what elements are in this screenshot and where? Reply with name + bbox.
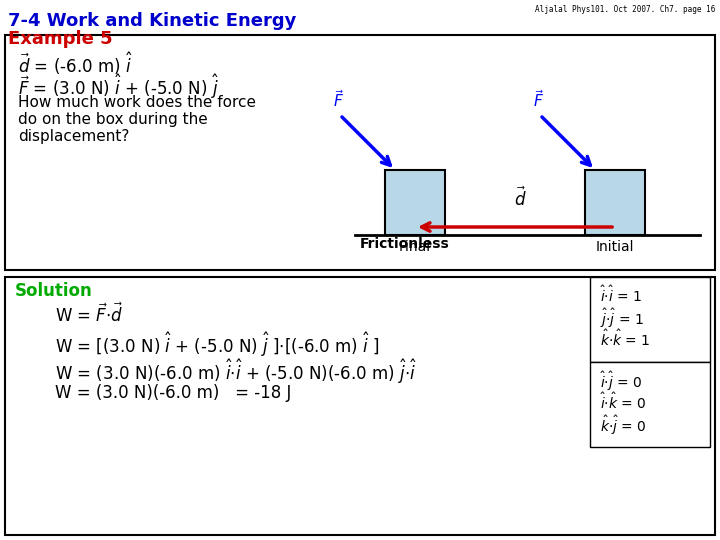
Text: 7-4 Work and Kinetic Energy: 7-4 Work and Kinetic Energy: [8, 12, 297, 30]
Bar: [5, 35, 715, 270]
Text: Final: Final: [399, 240, 431, 254]
Text: $\vec{F}$ = (3.0 N) $\hat{i}$ + (-5.0 N) $\hat{j}$: $\vec{F}$ = (3.0 N) $\hat{i}$ + (-5.0 N)…: [18, 72, 220, 100]
Text: Frictionless: Frictionless: [360, 237, 450, 251]
Text: W = $\vec{F}$$\cdot$$\vec{d}$: W = $\vec{F}$$\cdot$$\vec{d}$: [55, 303, 123, 327]
Text: How much work does the force: How much work does the force: [18, 95, 256, 110]
Text: Aljalal Phys101. Oct 2007. Ch7. page 16: Aljalal Phys101. Oct 2007. Ch7. page 16: [535, 5, 715, 14]
Text: Initial: Initial: [595, 240, 634, 254]
Bar: [590, 277, 710, 362]
Text: $\vec{d}$ = (-6.0 m) $\hat{i}$: $\vec{d}$ = (-6.0 m) $\hat{i}$: [18, 50, 132, 77]
Text: Solution: Solution: [15, 282, 93, 300]
Text: displacement?: displacement?: [18, 129, 130, 144]
Text: W = (3.0 N)(-6.0 m) $\hat{i}$$\cdot$$\hat{i}$ + (-5.0 N)(-6.0 m) $\hat{j}$$\cdot: W = (3.0 N)(-6.0 m) $\hat{i}$$\cdot$$\ha…: [55, 357, 417, 386]
Text: $\vec{F}$: $\vec{F}$: [533, 89, 544, 110]
Text: $\vec{d}$: $\vec{d}$: [513, 186, 526, 210]
Text: $\hat{k}$$\cdot$$\hat{k}$ = 1: $\hat{k}$$\cdot$$\hat{k}$ = 1: [600, 329, 651, 349]
Text: Example 5: Example 5: [8, 30, 112, 48]
Bar: [590, 362, 710, 447]
Text: $\hat{k}$$\cdot$$\hat{j}$ = 0: $\hat{k}$$\cdot$$\hat{j}$ = 0: [600, 414, 647, 437]
Text: $\vec{F}$: $\vec{F}$: [333, 89, 344, 110]
Text: $\hat{i}$$\cdot$$\hat{k}$ = 0: $\hat{i}$$\cdot$$\hat{k}$ = 0: [600, 392, 647, 412]
Text: W = (3.0 N)(-6.0 m)   = -18 J: W = (3.0 N)(-6.0 m) = -18 J: [55, 384, 292, 402]
Bar: [385, 170, 445, 235]
Bar: [5, 277, 715, 535]
Text: W = [(3.0 N) $\hat{i}$ + (-5.0 N) $\hat{j}$ ]$\cdot$[(-6.0 m) $\hat{i}$ ]: W = [(3.0 N) $\hat{i}$ + (-5.0 N) $\hat{…: [55, 330, 379, 359]
Text: $\hat{i}$$\cdot$$\hat{j}$ = 0: $\hat{i}$$\cdot$$\hat{j}$ = 0: [600, 370, 642, 393]
Text: do on the box during the: do on the box during the: [18, 112, 208, 127]
Text: $\hat{j}$$\cdot$$\hat{j}$ = 1: $\hat{j}$$\cdot$$\hat{j}$ = 1: [600, 307, 644, 330]
Bar: [585, 170, 645, 235]
Text: $\hat{i}$$\cdot$$\hat{i}$ = 1: $\hat{i}$$\cdot$$\hat{i}$ = 1: [600, 285, 642, 305]
